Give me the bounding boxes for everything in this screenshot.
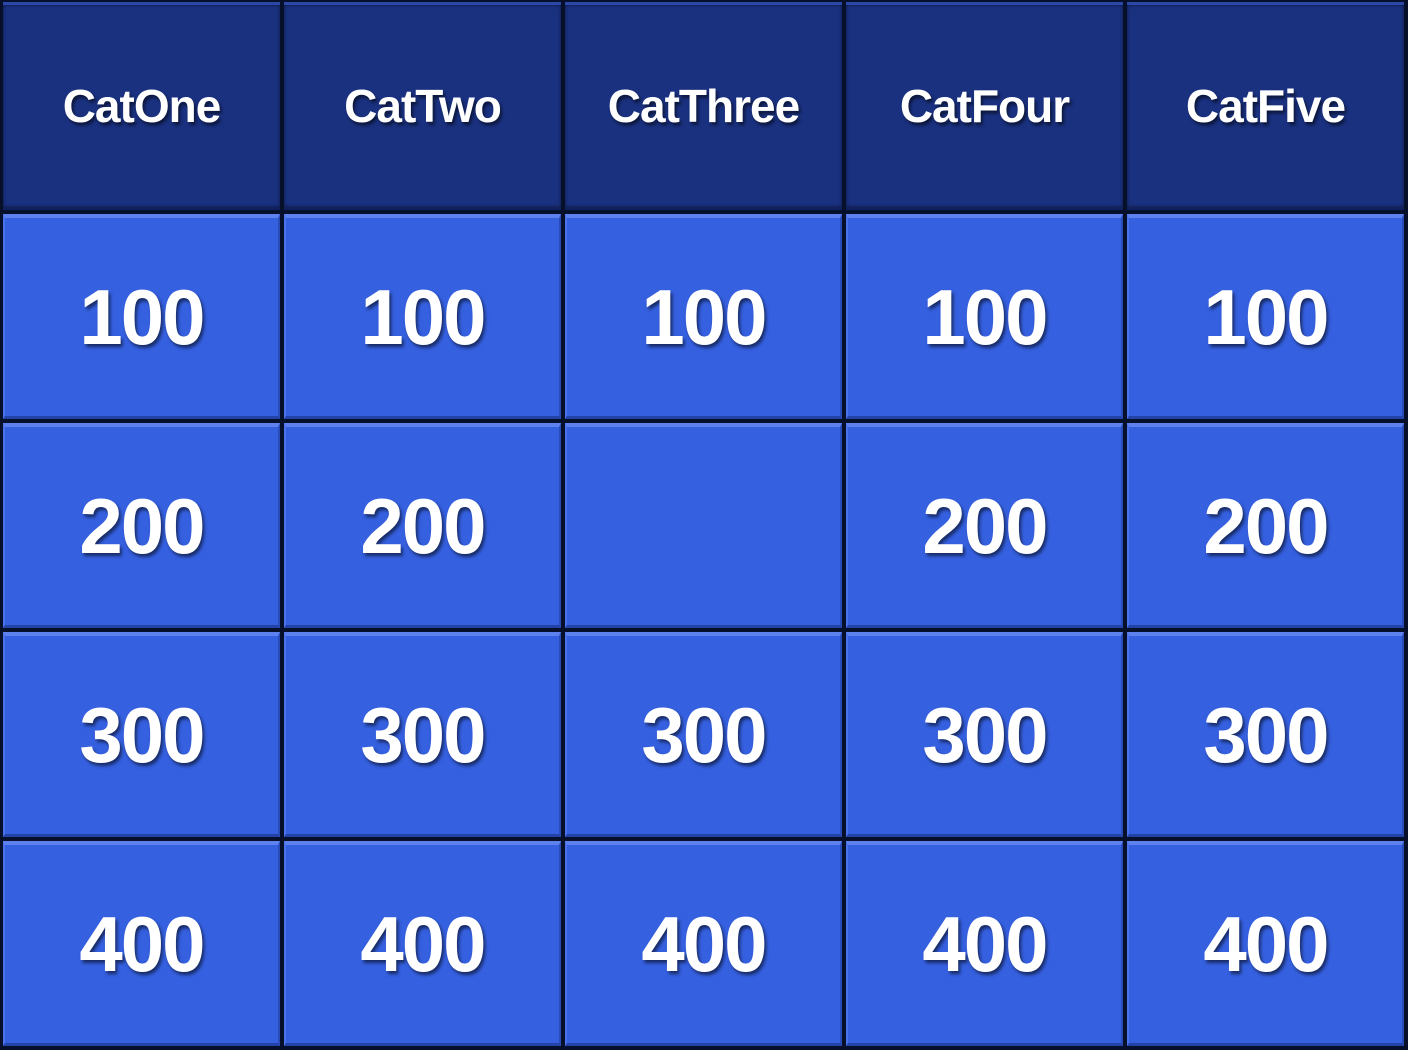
category-header: CatThree (565, 2, 842, 210)
question-tile[interactable]: 300 (1127, 632, 1404, 837)
question-tile[interactable]: 200 (284, 423, 561, 628)
category-header: CatTwo (284, 2, 561, 210)
question-tile[interactable]: 400 (565, 841, 842, 1046)
question-tile[interactable]: 400 (1127, 841, 1404, 1046)
answered-tile (565, 423, 842, 628)
question-tile[interactable]: 100 (565, 214, 842, 419)
question-tile[interactable]: 100 (284, 214, 561, 419)
question-tile[interactable]: 300 (565, 632, 842, 837)
question-tile[interactable]: 400 (284, 841, 561, 1046)
question-tile[interactable]: 400 (3, 841, 280, 1046)
question-tile[interactable]: 300 (284, 632, 561, 837)
question-tile[interactable]: 100 (3, 214, 280, 419)
question-tile[interactable]: 200 (846, 423, 1123, 628)
question-tile[interactable]: 300 (846, 632, 1123, 837)
category-header: CatOne (3, 2, 280, 210)
question-tile[interactable]: 100 (846, 214, 1123, 419)
category-header: CatFive (1127, 2, 1404, 210)
question-tile[interactable]: 300 (3, 632, 280, 837)
question-tile[interactable]: 200 (3, 423, 280, 628)
question-tile[interactable]: 200 (1127, 423, 1404, 628)
question-tile[interactable]: 100 (1127, 214, 1404, 419)
question-tile[interactable]: 400 (846, 841, 1123, 1046)
category-header: CatFour (846, 2, 1123, 210)
